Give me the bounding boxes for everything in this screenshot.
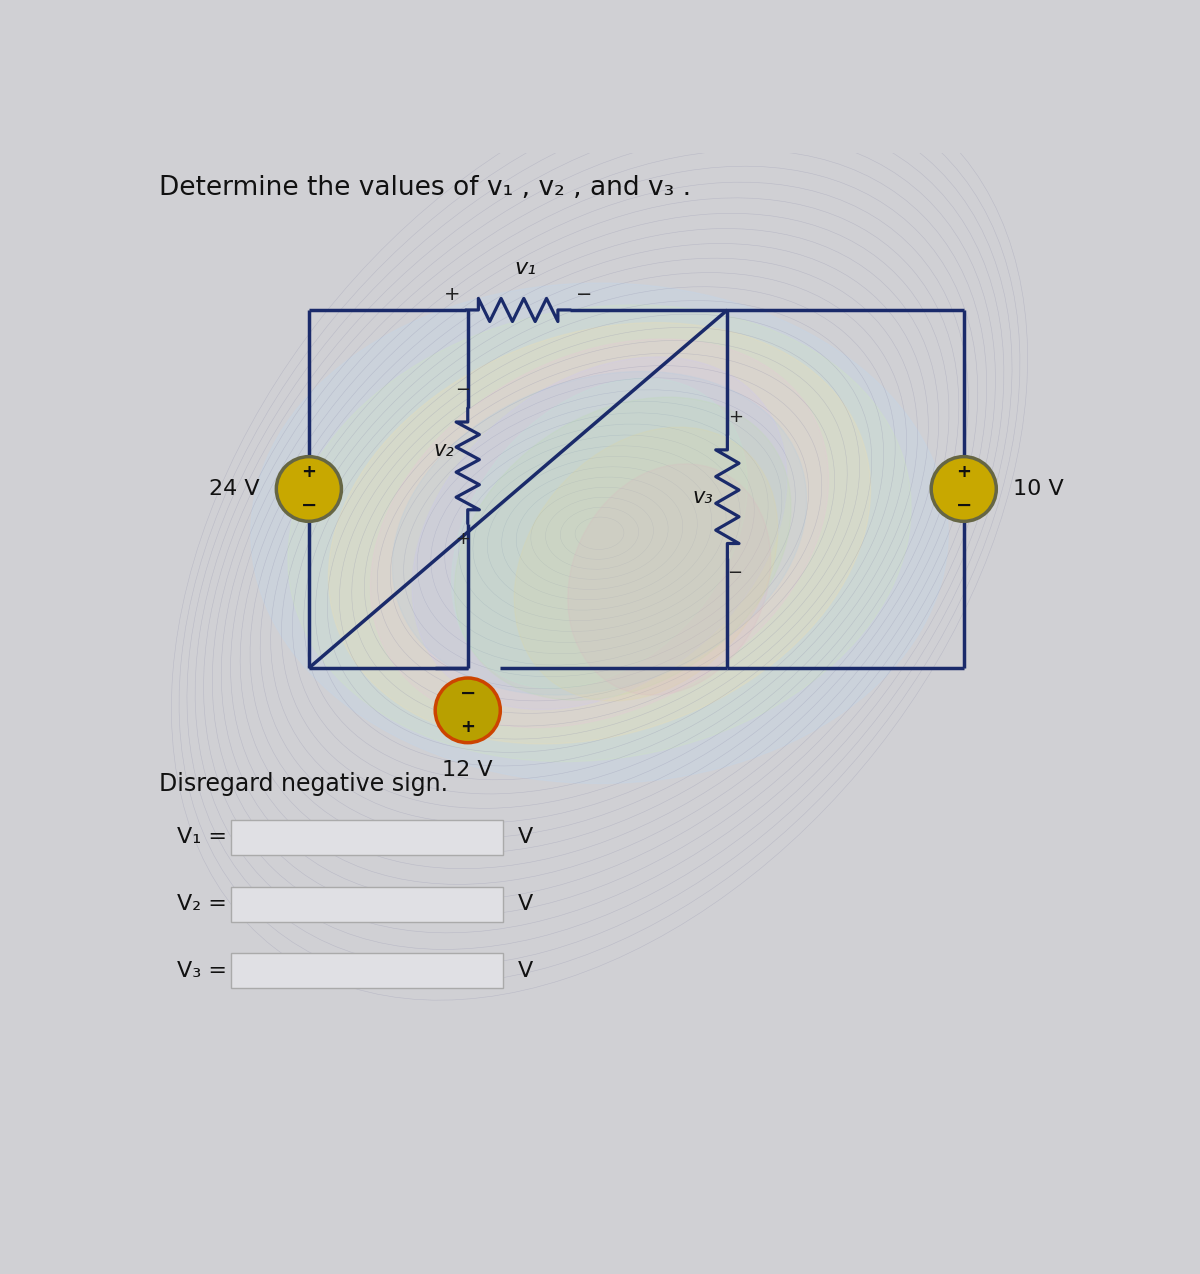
Text: V₁ =: V₁ = bbox=[178, 827, 227, 847]
Text: −: − bbox=[456, 381, 470, 399]
Text: 24 V: 24 V bbox=[209, 479, 259, 499]
Ellipse shape bbox=[455, 397, 791, 701]
Text: V₃ =: V₃ = bbox=[178, 961, 227, 981]
Text: v₃: v₃ bbox=[692, 487, 714, 507]
Ellipse shape bbox=[515, 427, 778, 701]
Bar bbox=[232, 953, 503, 987]
Text: V: V bbox=[518, 894, 533, 915]
Text: −: − bbox=[301, 497, 317, 515]
Ellipse shape bbox=[412, 357, 787, 710]
Text: −: − bbox=[576, 285, 593, 303]
Text: 12 V: 12 V bbox=[443, 759, 493, 780]
Ellipse shape bbox=[392, 372, 806, 696]
Ellipse shape bbox=[568, 464, 770, 696]
Text: Disregard negative sign.: Disregard negative sign. bbox=[160, 772, 449, 796]
Ellipse shape bbox=[329, 322, 870, 744]
Text: −: − bbox=[460, 684, 476, 703]
Text: +: + bbox=[456, 530, 470, 548]
Bar bbox=[232, 887, 503, 921]
Text: V₂ =: V₂ = bbox=[178, 894, 227, 915]
Bar bbox=[232, 820, 503, 855]
Text: −: − bbox=[955, 497, 972, 515]
Text: +: + bbox=[727, 408, 743, 426]
Circle shape bbox=[931, 456, 996, 521]
Ellipse shape bbox=[288, 304, 911, 762]
Ellipse shape bbox=[371, 339, 828, 727]
Text: Determine the values of v₁ , v₂ , and v₃ .: Determine the values of v₁ , v₂ , and v₃… bbox=[160, 176, 691, 201]
Text: +: + bbox=[461, 719, 475, 736]
Text: v₂: v₂ bbox=[433, 441, 454, 460]
Ellipse shape bbox=[451, 378, 748, 688]
Text: v₁: v₁ bbox=[515, 257, 536, 278]
Text: −: − bbox=[727, 564, 743, 582]
Text: V: V bbox=[518, 961, 533, 981]
Text: 10 V: 10 V bbox=[1013, 479, 1064, 499]
Text: V: V bbox=[518, 827, 533, 847]
Text: +: + bbox=[301, 464, 317, 482]
Circle shape bbox=[276, 456, 342, 521]
Ellipse shape bbox=[251, 283, 948, 784]
Circle shape bbox=[436, 678, 500, 743]
Text: +: + bbox=[444, 285, 460, 303]
Text: +: + bbox=[956, 464, 971, 482]
